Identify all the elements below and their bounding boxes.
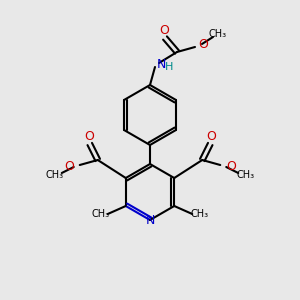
Text: CH₃: CH₃ [236, 170, 254, 180]
Text: H: H [165, 62, 173, 72]
Text: O: O [64, 160, 74, 172]
Text: N: N [145, 214, 155, 227]
Text: O: O [198, 38, 208, 52]
Text: O: O [226, 160, 236, 172]
Text: CH₃: CH₃ [92, 209, 110, 219]
Text: CH₃: CH₃ [190, 209, 208, 219]
Text: N: N [157, 58, 166, 71]
Text: O: O [206, 130, 216, 142]
Text: O: O [159, 23, 169, 37]
Text: CH₃: CH₃ [209, 29, 227, 39]
Text: O: O [84, 130, 94, 142]
Text: CH₃: CH₃ [46, 170, 64, 180]
